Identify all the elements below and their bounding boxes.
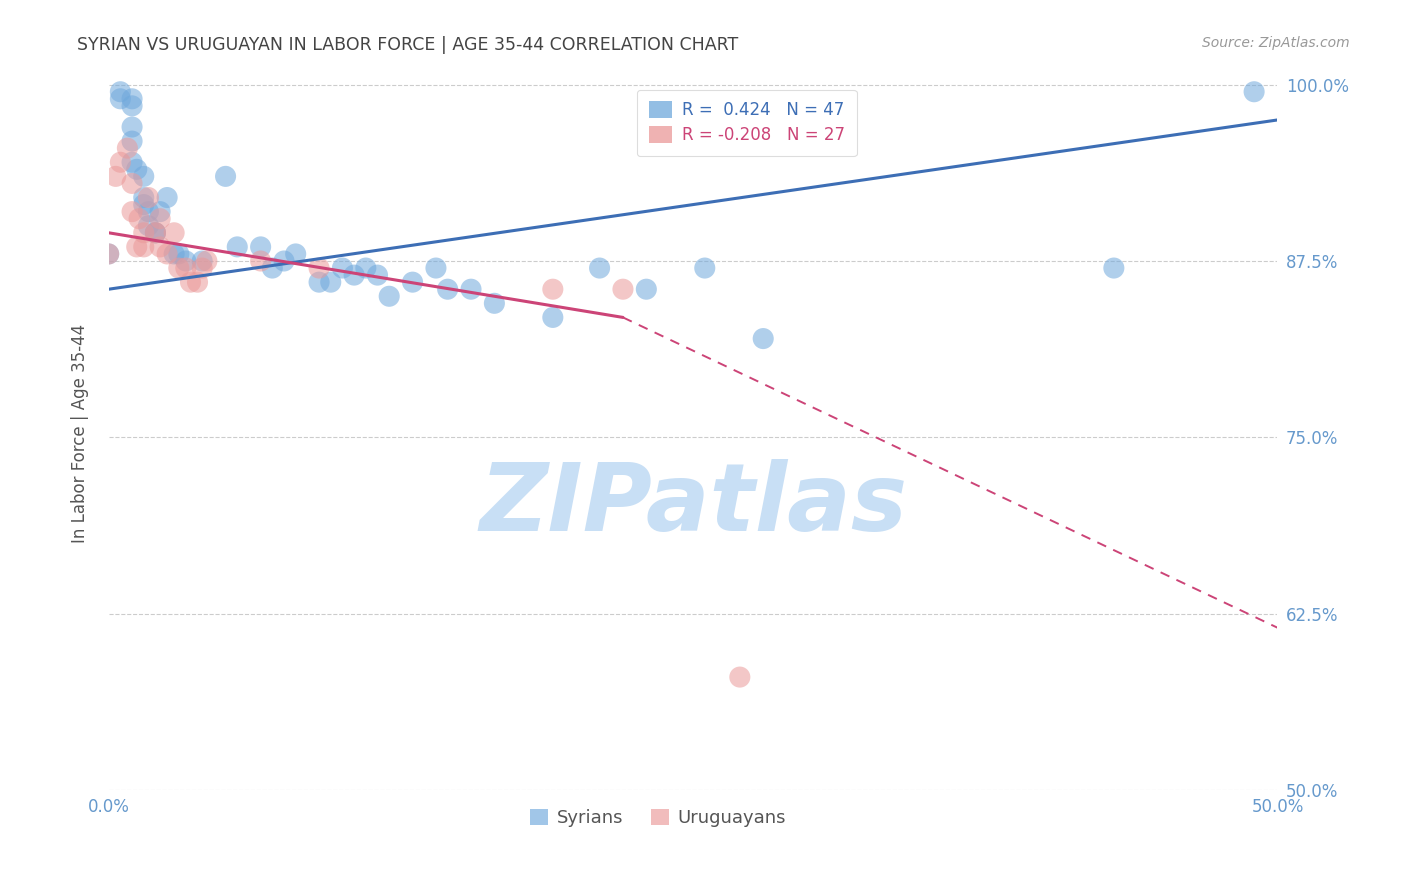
Point [612,282,634,296]
Point [138,204,160,219]
Point [1102,261,1125,276]
Point [132,240,155,254]
Point [132,226,155,240]
Point [226,240,249,254]
Point [121,155,143,169]
Point [121,92,143,106]
Point [378,289,401,303]
Point [249,240,271,254]
Point [121,120,143,134]
Point [97,247,120,261]
Point [401,275,423,289]
Point [132,197,155,211]
Point [121,177,143,191]
Point [156,190,179,204]
Point [541,282,564,296]
Point [728,670,751,684]
Point [125,240,148,254]
Point [262,261,284,276]
Point [121,99,143,113]
Text: SYRIAN VS URUGUAYAN IN LABOR FORCE | AGE 35-44 CORRELATION CHART: SYRIAN VS URUGUAYAN IN LABOR FORCE | AGE… [77,36,738,54]
Point [308,261,330,276]
Point [145,226,167,240]
Point [436,282,458,296]
Point [163,247,186,261]
Point [636,282,658,296]
Point [191,261,214,276]
Point [104,169,127,184]
Point [425,261,447,276]
Point [110,85,132,99]
Point [145,226,167,240]
Text: Source: ZipAtlas.com: Source: ZipAtlas.com [1202,36,1350,50]
Point [174,254,197,268]
Point [121,204,143,219]
Legend: Syrians, Uruguayans: Syrians, Uruguayans [523,802,793,834]
Point [110,155,132,169]
Point [132,190,155,204]
Point [273,254,295,268]
Point [167,261,190,276]
Point [128,211,150,226]
Point [132,169,155,184]
Point [110,92,132,106]
Point [191,254,214,268]
Point [541,310,564,325]
Point [214,169,236,184]
Point [484,296,506,310]
Point [588,261,610,276]
Point [125,162,148,177]
Point [174,261,197,276]
Point [366,268,388,282]
Point [149,211,172,226]
Point [163,226,186,240]
Point [460,282,482,296]
Point [138,219,160,233]
Point [1243,85,1265,99]
Point [167,247,190,261]
Point [149,240,172,254]
Point [332,261,354,276]
Y-axis label: In Labor Force | Age 35-44: In Labor Force | Age 35-44 [72,324,89,543]
Point [156,247,179,261]
Point [195,254,218,268]
Point [343,268,366,282]
Point [138,190,160,204]
Point [121,134,143,148]
Point [145,226,167,240]
Point [179,275,201,289]
Point [354,261,377,276]
Point [319,275,342,289]
Point [308,275,330,289]
Text: ZIPatlas: ZIPatlas [479,459,907,551]
Point [97,247,120,261]
Point [149,204,172,219]
Point [752,332,775,346]
Point [186,275,208,289]
Point [249,254,271,268]
Point [117,141,139,155]
Point [284,247,307,261]
Point [693,261,716,276]
